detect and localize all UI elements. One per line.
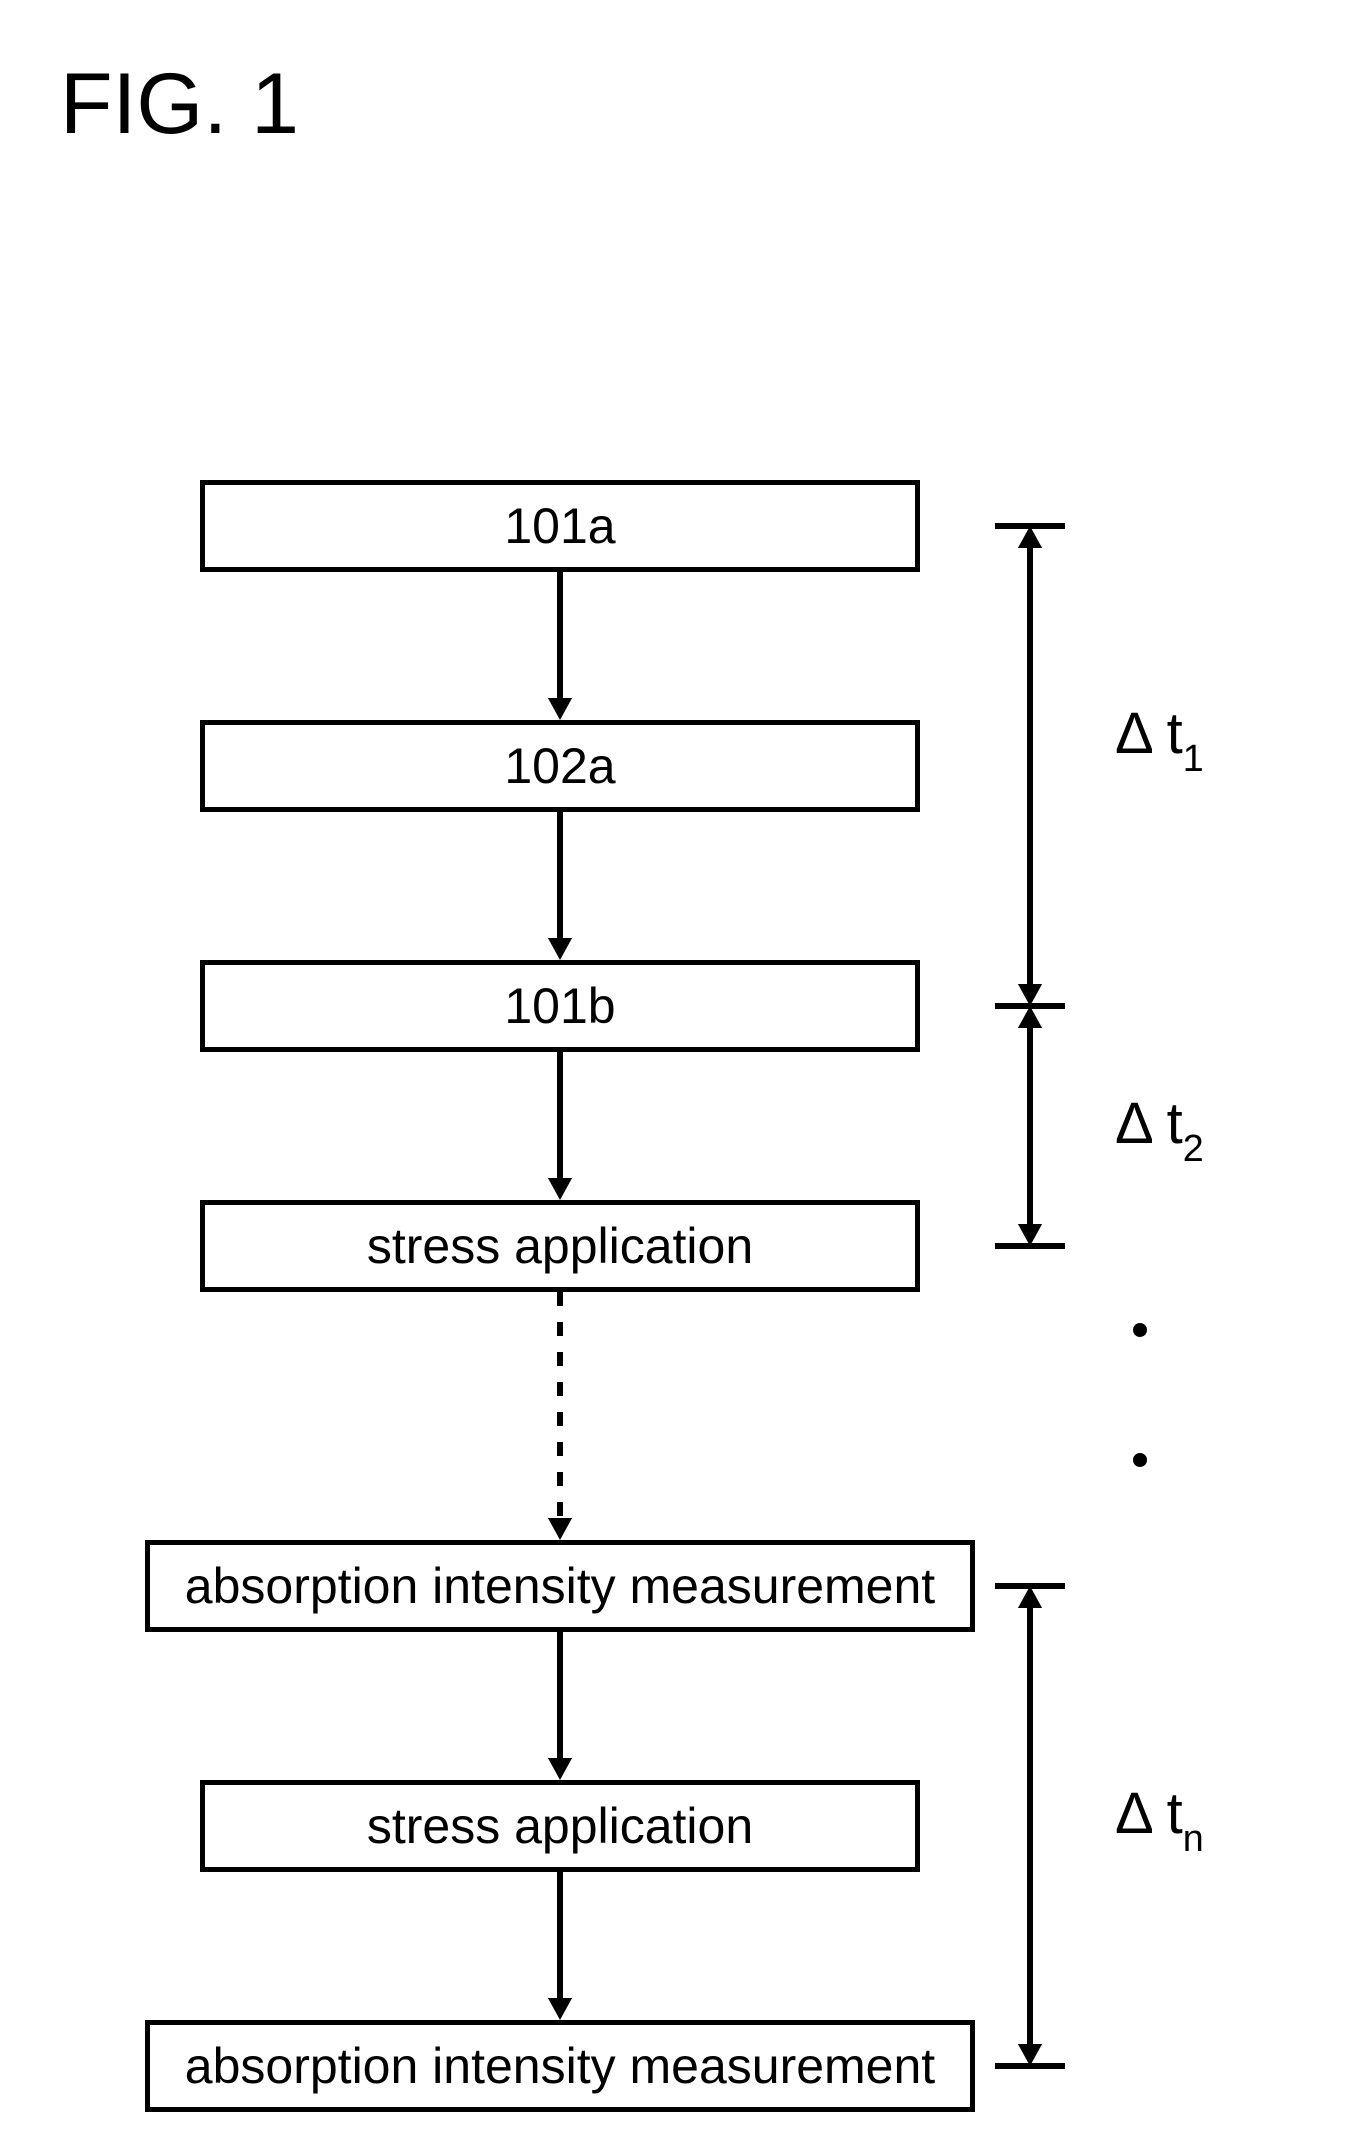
flow-box-box6: stress application bbox=[200, 1780, 920, 1872]
ellipsis-dot bbox=[1133, 1453, 1147, 1467]
flow-box-box4: stress application bbox=[200, 1200, 920, 1292]
flow-box-box5: absorption intensity measurement bbox=[145, 1540, 975, 1632]
interval-label-dt2: Δ t2 bbox=[1115, 1090, 1204, 1165]
interval-label-dt1: Δ t1 bbox=[1115, 700, 1204, 775]
ellipsis-dot bbox=[1133, 1323, 1147, 1337]
interval-label-dtn: Δ tn bbox=[1115, 1780, 1204, 1855]
flow-box-box7: absorption intensity measurement bbox=[145, 2020, 975, 2112]
figure-title: FIG. 1 bbox=[60, 55, 299, 154]
flow-box-box2: 102a bbox=[200, 720, 920, 812]
flow-box-box3: 101b bbox=[200, 960, 920, 1052]
figure-page: FIG. 1 101a 102a 101b stress application abs… bbox=[0, 0, 1361, 2136]
flow-box-box1: 101a bbox=[200, 480, 920, 572]
